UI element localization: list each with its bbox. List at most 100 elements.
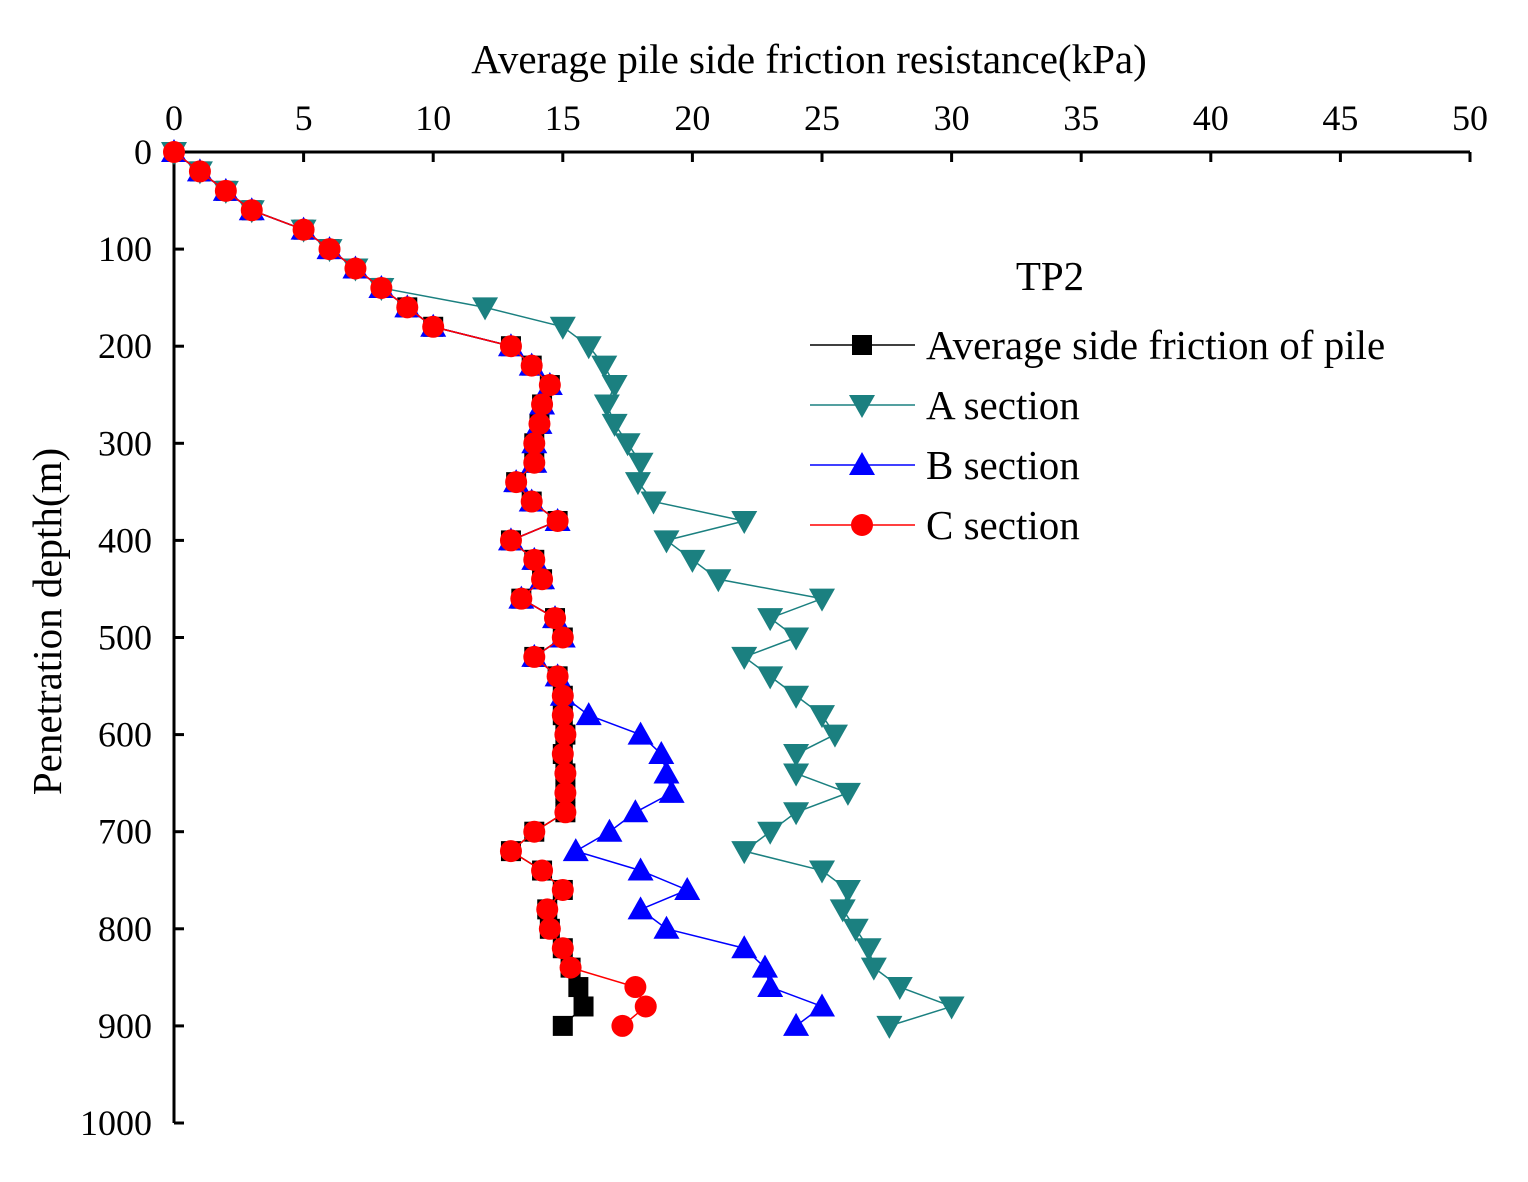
legend-label: C section bbox=[926, 502, 1080, 548]
data-point bbox=[505, 471, 528, 494]
data-point bbox=[499, 840, 522, 863]
data-point bbox=[546, 509, 569, 532]
series-3 bbox=[161, 139, 835, 1036]
y-tick-label: 600 bbox=[98, 715, 152, 755]
data-point bbox=[674, 876, 701, 900]
data-point bbox=[653, 760, 680, 784]
data-point bbox=[520, 354, 543, 377]
x-tick-label: 30 bbox=[934, 98, 970, 138]
data-point bbox=[809, 705, 835, 729]
x-tick-label: 10 bbox=[415, 98, 451, 138]
data-point bbox=[658, 779, 685, 803]
x-tick-label: 40 bbox=[1193, 98, 1229, 138]
data-point bbox=[523, 432, 546, 455]
data-point bbox=[554, 781, 577, 804]
data-point bbox=[731, 841, 758, 865]
data-point bbox=[757, 608, 784, 632]
data-point bbox=[544, 607, 567, 630]
data-point bbox=[809, 588, 835, 612]
y-tick-label: 200 bbox=[98, 326, 152, 366]
data-point bbox=[562, 838, 589, 862]
data-point bbox=[821, 724, 848, 748]
data-point bbox=[627, 857, 654, 881]
data-point bbox=[829, 899, 856, 923]
data-point bbox=[520, 490, 543, 513]
axes: 0 5 10 15 20 25 30 35 40 45 5001002003004005006007… bbox=[80, 98, 1488, 1143]
x-tick-label: 25 bbox=[804, 98, 840, 138]
data-point bbox=[757, 666, 784, 690]
data-point bbox=[370, 276, 393, 299]
data-point bbox=[938, 996, 965, 1020]
data-point bbox=[731, 646, 758, 670]
data-point bbox=[396, 296, 419, 319]
y-tick-label: 400 bbox=[98, 520, 152, 560]
data-point bbox=[783, 685, 810, 709]
y-tick-label: 300 bbox=[98, 423, 152, 463]
data-point bbox=[240, 199, 263, 222]
data-point bbox=[551, 878, 574, 901]
legend-marker bbox=[852, 335, 872, 355]
data-point bbox=[614, 433, 641, 457]
data-point bbox=[188, 160, 211, 183]
data-point bbox=[163, 141, 185, 163]
data-point bbox=[860, 957, 887, 981]
data-point bbox=[523, 645, 546, 668]
y-tick-label: 0 bbox=[134, 132, 152, 172]
data-point bbox=[554, 762, 577, 785]
legend-label: A section bbox=[926, 382, 1080, 428]
data-point bbox=[622, 799, 649, 823]
x-tick-label: 50 bbox=[1452, 98, 1488, 138]
data-point bbox=[855, 938, 882, 962]
data-point bbox=[593, 394, 620, 418]
data-point bbox=[531, 859, 554, 882]
data-point bbox=[731, 935, 758, 959]
data-point bbox=[538, 374, 561, 397]
data-point bbox=[783, 744, 810, 768]
data-point bbox=[876, 1015, 903, 1039]
data-point bbox=[214, 179, 237, 202]
data-point bbox=[575, 336, 602, 360]
legend-label: Average side friction of pile bbox=[926, 322, 1385, 368]
y-tick-label: 100 bbox=[98, 229, 152, 269]
data-point bbox=[551, 704, 574, 727]
data-point bbox=[554, 723, 577, 746]
data-point bbox=[751, 954, 778, 978]
legend: TP2 Average side friction of pile A secti… bbox=[810, 253, 1385, 548]
y-tick-label: 500 bbox=[98, 618, 152, 658]
data-point bbox=[551, 937, 574, 960]
data-point bbox=[886, 977, 913, 1001]
data-point bbox=[834, 782, 861, 806]
data-point bbox=[809, 993, 835, 1017]
data-point bbox=[783, 627, 810, 651]
data-point bbox=[344, 257, 367, 280]
data-point bbox=[627, 896, 654, 920]
legend-marker bbox=[849, 395, 875, 418]
data-point bbox=[552, 1015, 573, 1036]
data-point bbox=[551, 743, 574, 766]
data-point bbox=[554, 801, 577, 824]
data-point bbox=[546, 665, 569, 688]
data-point bbox=[551, 684, 574, 707]
data-point bbox=[528, 412, 551, 435]
data-point bbox=[523, 820, 546, 843]
data-point bbox=[705, 569, 732, 593]
data-point bbox=[596, 818, 623, 842]
data-point bbox=[679, 549, 706, 573]
x-axis-title: Average pile side friction resistance(kP… bbox=[471, 36, 1146, 82]
series-1 bbox=[164, 142, 594, 1036]
series-4 bbox=[163, 141, 657, 1037]
data-point bbox=[422, 315, 445, 338]
data-point bbox=[536, 898, 559, 921]
plot-area bbox=[161, 139, 965, 1039]
data-point bbox=[653, 530, 680, 554]
data-point bbox=[523, 451, 546, 474]
data-point bbox=[531, 393, 554, 416]
x-tick-label: 15 bbox=[545, 98, 581, 138]
data-point bbox=[523, 548, 546, 571]
x-tick-label: 35 bbox=[1063, 98, 1099, 138]
series-line bbox=[173, 151, 824, 1027]
data-point bbox=[653, 915, 680, 939]
legend-marker bbox=[851, 514, 873, 536]
data-point bbox=[648, 741, 675, 765]
